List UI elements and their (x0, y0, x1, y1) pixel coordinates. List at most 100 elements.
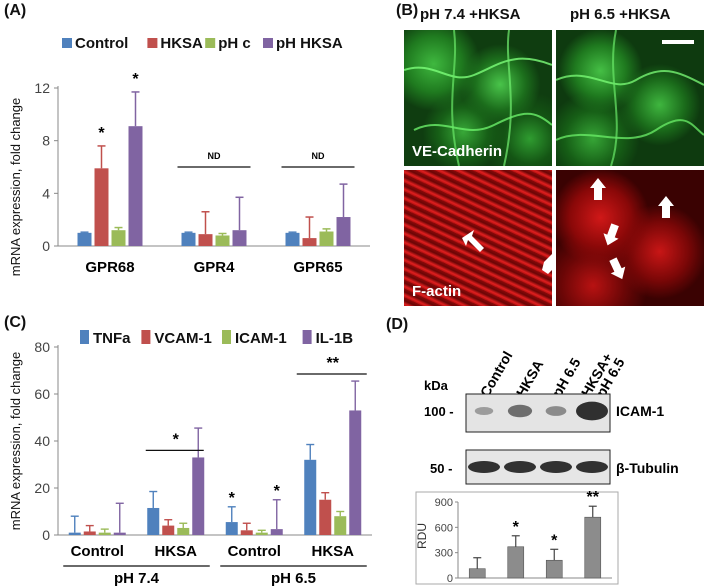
bar-hksa (198, 234, 213, 246)
bar-icam-1 (177, 527, 190, 535)
y-axis-label: mRNA expression, fold change (8, 352, 23, 530)
legend-label: pH c (218, 35, 251, 52)
category-label: HKSA (154, 543, 197, 560)
bar-icam-1 (334, 516, 347, 535)
bar-ph-hksa (128, 126, 143, 246)
panel-b: (B) pH 7.4 +HKSA pH 6.5 +HKSA VE-Cadheri… (382, 0, 709, 310)
sig-star: * (98, 125, 105, 142)
bar-vcam-1 (83, 531, 96, 535)
arrows-ph74 (462, 230, 552, 274)
micrograph-vecadherin-ph74: VE-Cadherin (404, 30, 552, 166)
sig-star: * (274, 483, 281, 500)
panel-d: (D) Control HKSA pH 6.5 HKSA+ pH 6.5 kDa 100 -… (382, 310, 709, 587)
rdu-frame (415, 491, 619, 585)
panel-a-chart: 0 4 8 12 mRNA expression, fold change Control… (8, 35, 370, 276)
bar-vcam-1 (240, 530, 253, 535)
protein-label: β-Tubulin (616, 460, 679, 476)
bar-il-1b (270, 529, 283, 535)
legend-label: VCAM-1 (154, 330, 212, 347)
sig-star: * (132, 71, 139, 88)
bar-tnfa (68, 532, 81, 535)
mw-marker: 100 - (424, 404, 454, 419)
y-tick-label: 80 (34, 339, 50, 355)
rdu-sig: * (551, 532, 558, 549)
legend-swatch (80, 330, 89, 344)
legend-swatch (222, 330, 231, 344)
icam1-band (474, 407, 494, 415)
bar-il-1b (349, 410, 362, 535)
sig-star: * (229, 490, 236, 507)
kda-label: kDa (424, 378, 449, 393)
bar-tnfa (147, 507, 160, 535)
panel-a: (A) 0 4 8 12 mRNA expression, fold change Con… (0, 0, 380, 290)
bar-hksa (94, 168, 109, 246)
rdu-y-tick-label: 600 (435, 522, 453, 534)
legend-swatch (263, 38, 273, 48)
nd-label: ND (208, 151, 221, 161)
icam1-band (507, 404, 533, 418)
sig-star: ** (327, 355, 340, 372)
rdu-bar (545, 559, 563, 579)
panel-c: (C) 0 20 40 60 80 mRNA expression, fold chang… (0, 310, 380, 587)
legend-label: IL-1B (316, 330, 354, 347)
category-label: HKSA (311, 543, 354, 560)
y-tick-label: 60 (34, 386, 50, 402)
col-title-ph65: pH 6.5 +HKSA (570, 6, 671, 23)
bar-hksa (302, 238, 317, 246)
y-tick-label: 20 (34, 480, 50, 496)
group-label: pH 6.5 (271, 570, 316, 587)
mw-marker: 50 - (430, 461, 452, 476)
legend-label: TNFa (93, 330, 131, 347)
cell-borders-green-2 (556, 30, 704, 166)
icam1-band (576, 401, 608, 421)
arrows-ph65 (590, 178, 674, 280)
legend-label: Control (75, 35, 128, 52)
y-tick-label: 0 (42, 238, 50, 254)
category-label: Control (71, 543, 124, 560)
bar-icam-1 (98, 532, 111, 535)
bar-il-1b (192, 457, 205, 535)
bar-tnfa (225, 522, 238, 535)
rdu-bar (584, 516, 602, 579)
bar-icam-1 (255, 532, 268, 535)
group-label: pH 7.4 (114, 570, 160, 587)
panel-b-letter: (B) (396, 2, 419, 19)
micrograph-factin-ph74: F-actin (404, 170, 552, 306)
lane-label: HKSA (513, 357, 547, 399)
y-tick-label: 40 (34, 433, 50, 449)
micrograph-vecadherin-ph65 (556, 30, 704, 166)
micrograph-factin-ph65 (556, 170, 704, 306)
label-vecadherin: VE-Cadherin (412, 143, 503, 160)
y-tick-label: 0 (42, 527, 50, 543)
bar-ph-c (319, 231, 334, 246)
legend-swatch (147, 38, 158, 48)
protein-label: ICAM-1 (616, 403, 664, 419)
category-label: GPR4 (194, 259, 236, 276)
category-label: GPR68 (85, 259, 134, 276)
bar-ph-c (215, 235, 230, 246)
rdu-y-tick-label: 0 (447, 573, 453, 585)
col-title-ph74: pH 7.4 +HKSA (420, 6, 521, 23)
tubulin-band (540, 461, 572, 473)
bar-vcam-1 (162, 525, 175, 535)
rdu-y-tick-label: 900 (435, 497, 453, 509)
panel-d-letter: (D) (386, 316, 409, 333)
bar-ph-hksa (336, 217, 351, 246)
tubulin-band (468, 461, 500, 473)
legend-swatch (302, 330, 312, 344)
cell-borders-green (404, 30, 552, 166)
category-label: GPR65 (293, 259, 342, 276)
bar-vcam-1 (319, 499, 332, 535)
panel-c-chart: 0 20 40 60 80 mRNA expression, fold change TNF… (8, 330, 372, 587)
rdu-y-tick-label: 300 (435, 548, 453, 560)
panel-a-letter: (A) (4, 2, 27, 19)
bar-control (77, 232, 92, 246)
tubulin-band (504, 461, 536, 473)
icam1-band (545, 406, 567, 416)
legend-swatch (141, 330, 151, 344)
label-factin: F-actin (412, 283, 462, 300)
category-label: Control (228, 543, 281, 560)
rdu-bar (468, 568, 486, 579)
tubulin-band (576, 461, 608, 473)
